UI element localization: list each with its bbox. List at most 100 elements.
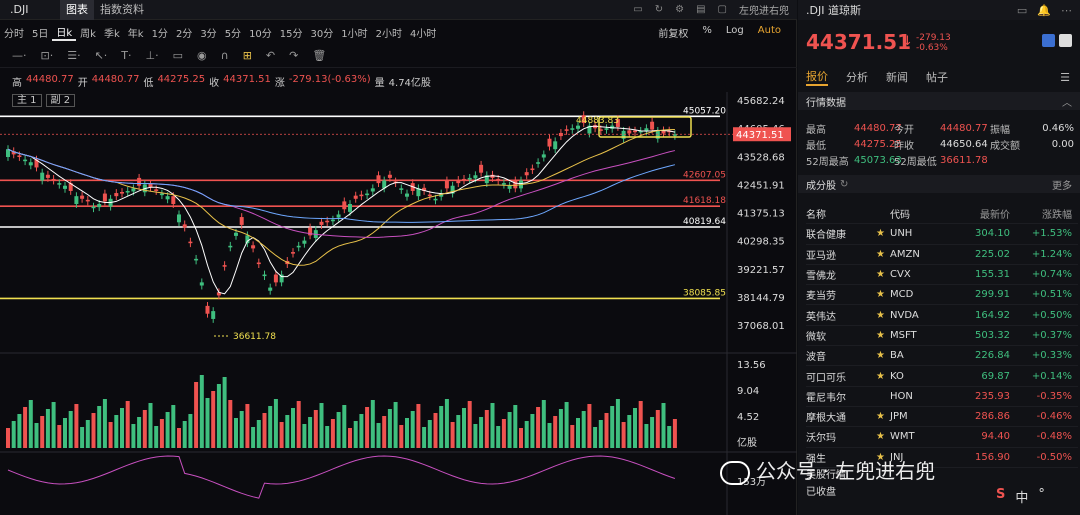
auto-toggle[interactable]: Auto	[757, 24, 781, 36]
timeframe-4[interactable]: 季k	[103, 28, 120, 40]
star-icon[interactable]: ★	[876, 309, 885, 321]
timeframe-3[interactable]: 周k	[80, 28, 96, 40]
layout-icon[interactable]: ▤	[696, 4, 706, 15]
candle-body	[102, 193, 107, 202]
timeframe-1[interactable]: 5日	[32, 28, 49, 40]
candle-body	[638, 130, 643, 133]
constituent-row[interactable]: 英伟达 ★ NVDA 164.92 +0.50%	[806, 305, 1078, 326]
arrow-tool-icon[interactable]: ↖·	[94, 49, 108, 62]
facebook-icon[interactable]	[1042, 34, 1055, 47]
stock-change: -0.50%	[1036, 451, 1072, 463]
timeframe-8[interactable]: 3分	[200, 28, 217, 40]
quote-tab-3[interactable]: 帖子	[926, 71, 948, 84]
timeframe-12[interactable]: 30分	[310, 28, 334, 40]
timeframe-5[interactable]: 年k	[127, 28, 144, 40]
constituent-row[interactable]: 亚马逊 ★ AMZN 225.02 +1.24%	[806, 245, 1078, 265]
lock-icon[interactable]: ⊞	[242, 49, 252, 62]
constituent-row[interactable]: 摩根大通 ★ JPM 286.86 -0.46%	[806, 407, 1078, 428]
star-icon[interactable]: ★	[876, 451, 885, 463]
percent-toggle[interactable]: %	[702, 24, 712, 36]
candle-body	[667, 130, 672, 133]
more-link[interactable]: 更多	[1052, 180, 1072, 192]
window-icon[interactable]: ▭	[1016, 3, 1028, 17]
quote-tab-1[interactable]: 分析	[846, 71, 868, 84]
ruler-icon[interactable]: ▭	[172, 49, 184, 62]
constituent-row[interactable]: 沃尔玛 ★ WMT 94.40 -0.48%	[806, 427, 1078, 448]
sub-indicator-button[interactable]: 副 2	[45, 94, 76, 107]
quote-tab-2[interactable]: 新闻	[886, 71, 908, 84]
measure-tool-icon[interactable]: ⊥·	[145, 49, 159, 62]
magnet-icon[interactable]: ∩	[220, 49, 229, 62]
ime-mode[interactable]: 中	[1015, 491, 1029, 506]
star-icon[interactable]: ★	[876, 370, 885, 382]
star-icon[interactable]: ★	[876, 350, 885, 362]
ime-punct[interactable]: °	[1038, 487, 1045, 502]
star-icon[interactable]: ★	[876, 411, 885, 423]
constituent-row[interactable]: 可口可乐 ★ KO 69.87 +0.14%	[806, 366, 1078, 387]
window-icon[interactable]: ▢	[717, 4, 727, 15]
candle-body	[239, 217, 244, 225]
constituent-row[interactable]: 雪佛龙 ★ CVX 155.31 +0.74%	[806, 265, 1078, 286]
fib-tool-icon[interactable]: ☰·	[67, 49, 81, 62]
main-indicator-button[interactable]: 主 1	[12, 94, 42, 107]
current-price-tag-bg	[733, 127, 791, 142]
line-tool-icon[interactable]: —·	[12, 49, 27, 62]
star-icon[interactable]: ★	[876, 248, 885, 260]
settings-icon[interactable]: ⚙	[675, 4, 685, 15]
volume-bar	[308, 417, 313, 448]
timeframe-14[interactable]: 2小时	[375, 28, 403, 40]
rect-tool-icon[interactable]: ⊡·	[40, 49, 54, 62]
tab-chart[interactable]: 图表	[60, 0, 94, 20]
tab-index-info[interactable]: 指数资料	[100, 2, 144, 16]
candle-body	[68, 183, 73, 191]
log-toggle[interactable]: Log	[725, 24, 744, 36]
star-icon[interactable]: ★	[876, 269, 885, 281]
star-icon[interactable]: ★	[876, 431, 885, 443]
text-tool-icon[interactable]: T·	[121, 49, 132, 62]
delete-icon[interactable]: 🗑	[312, 49, 327, 62]
timeframe-13[interactable]: 1小时	[341, 28, 368, 40]
bell-icon[interactable]: 🔔	[1037, 3, 1051, 17]
timeframe-11[interactable]: 15分	[279, 28, 303, 40]
volume-bar	[399, 425, 404, 448]
constituent-row[interactable]: 强生 ★ JNJ 156.90 -0.50%	[806, 448, 1078, 468]
more-icon[interactable]: ⋯	[1061, 3, 1072, 17]
undo-icon[interactable]: ↶	[265, 49, 276, 62]
refresh-icon[interactable]: ↻	[654, 4, 664, 15]
volume-bar	[501, 419, 506, 448]
constituent-row[interactable]: 霍尼韦尔 HON 235.93 -0.35%	[806, 387, 1078, 407]
constituent-row[interactable]: 麦当劳 ★ MCD 299.91 +0.51%	[806, 285, 1078, 306]
adjust-select[interactable]: 前复权	[658, 28, 689, 40]
quote-tab-0[interactable]: 报价	[806, 68, 828, 86]
timeframe-9[interactable]: 5分	[224, 28, 242, 40]
flag-icon[interactable]	[1059, 34, 1072, 47]
user-name[interactable]: 左兜进右兜	[739, 6, 789, 17]
star-icon[interactable]: ★	[876, 329, 885, 341]
refresh-icon[interactable]: ↻	[840, 178, 849, 190]
menu-icon[interactable]: ☰	[1060, 70, 1070, 84]
volume-axis-label: 亿股	[737, 436, 757, 449]
collapse-icon[interactable]: ︿	[1062, 97, 1072, 109]
constituent-row[interactable]: 联合健康 ★ UNH 304.10 +1.53%	[806, 224, 1078, 245]
candle-body	[593, 125, 598, 129]
star-icon[interactable]: ★	[876, 289, 885, 301]
quote-row: 最低 44275.25 昨收 44650.64 成交额 0.00	[806, 136, 1074, 152]
timeframe-2[interactable]: 日k	[52, 24, 77, 41]
stock-change: -0.46%	[1036, 411, 1072, 423]
stock-name: 强生	[806, 453, 826, 465]
stock-name: 联合健康	[806, 230, 846, 242]
timeframe-15[interactable]: 4小时	[410, 28, 437, 40]
star-icon[interactable]: ★	[876, 228, 885, 240]
timeframe-6[interactable]: 1分	[151, 28, 168, 40]
constituent-row[interactable]: 波音 ★ BA 226.84 +0.33%	[806, 346, 1078, 367]
constituent-row[interactable]: 微软 ★ MSFT 503.32 +0.37%	[806, 326, 1078, 347]
screenshot-icon[interactable]: ▭	[633, 4, 643, 15]
candle-body	[353, 195, 358, 199]
redo-icon[interactable]: ↷	[289, 49, 299, 62]
timeframe-7[interactable]: 2分	[175, 28, 193, 40]
constituents-header[interactable]: 成分股 ↻ 更多	[798, 175, 1080, 193]
eye-icon[interactable]: ◉	[197, 49, 207, 62]
timeframe-0[interactable]: 分时	[4, 28, 24, 40]
timeframe-10[interactable]: 10分	[249, 28, 272, 40]
quote-section-header[interactable]: 行情数据 ︿	[798, 92, 1080, 110]
